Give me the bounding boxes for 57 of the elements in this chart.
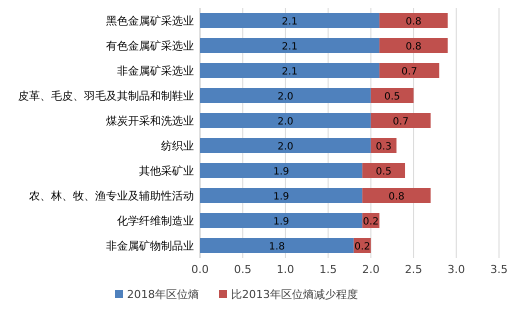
x-tick-label: 2.0 [362,263,380,276]
data-label: 1.9 [273,192,290,202]
data-label: 2.0 [277,142,294,152]
x-tick-label: 0.5 [234,263,252,276]
bar [200,88,371,103]
y-tick-label: 农、林、牧、渔专业及辅助性活动 [29,190,194,202]
bar [200,138,371,153]
x-tick-label: 0.0 [191,263,209,276]
y-tick-label: 非金属矿采选业 [117,64,194,78]
y-tick-label: 煤炭开采和洗选业 [106,114,194,128]
data-label: 0.7 [401,66,418,78]
data-label: 0.5 [384,92,400,102]
data-label: 2.1 [282,16,298,28]
y-tick-label: 有色金属矿采选业 [106,40,194,52]
bar [379,38,448,53]
data-label: 0.5 [376,166,392,178]
y-tick-label: 黑色金属矿采选业 [106,14,194,28]
x-tick-label: 2.5 [404,263,422,276]
y-tick-label: 非金属矿物制品业 [106,240,194,252]
bar [362,163,406,178]
y-tick-label: 其他采矿业 [139,164,194,178]
data-label: 0.8 [406,16,422,28]
data-label: 0.2 [354,242,370,252]
data-label: 1.8 [268,242,285,252]
data-label: 2.0 [277,116,294,128]
bar [200,238,354,253]
data-label: 0.7 [392,116,409,128]
bar [362,188,431,203]
data-label: 1.9 [273,216,290,228]
bar [379,63,440,78]
bar [200,38,380,53]
bar [200,113,371,128]
data-label: 0.3 [376,142,392,152]
data-label: 0.8 [406,42,422,52]
bar [200,63,380,78]
bar [200,13,380,28]
data-label: 0.8 [388,192,404,202]
y-tick-label: 皮革、毛皮、羽毛及其制品和制鞋业 [18,90,194,102]
bar [200,163,362,178]
legend-label: 比2013年区位熵减少程度 [231,288,358,301]
data-label: 0.2 [362,216,379,228]
legend-label: 2018年区位熵 [127,288,199,301]
data-label: 1.9 [273,166,290,178]
y-tick-label: 纺织业 [161,140,194,152]
x-tick-label: 1.5 [319,263,337,276]
data-label: 2.1 [282,66,298,78]
bar [200,213,362,228]
bar [200,188,362,203]
x-tick-label: 3.5 [490,263,508,276]
x-tick-label: 1.0 [276,263,294,276]
x-tick-label: 3.0 [448,263,466,276]
data-label: 2.1 [282,42,298,52]
bar [370,113,431,128]
data-label: 2.0 [277,92,294,102]
bar [370,88,414,103]
bar [379,13,448,28]
y-tick-label: 化学纤维制造业 [117,214,194,228]
